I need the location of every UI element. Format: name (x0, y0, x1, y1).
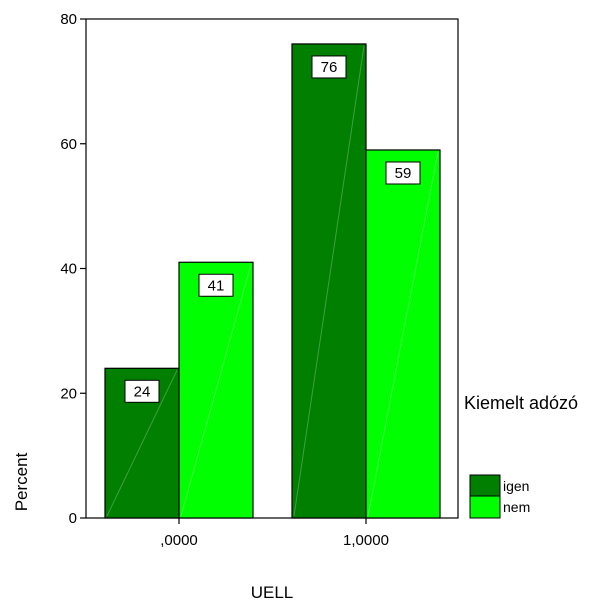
data-label-nem-1: 59 (395, 165, 412, 182)
legend: Kiemelt adózó igen nem (464, 393, 578, 519)
legend-title: Kiemelt adózó (464, 393, 578, 413)
bar-nem-1 (365, 149, 441, 519)
data-label-box-igen-1 (311, 55, 347, 79)
data-label-igen-0: 24 (134, 383, 151, 400)
y-axis: 0 20 40 60 80 (60, 11, 86, 527)
data-label-box-igen-0 (124, 379, 160, 403)
x-axis: ,0000 1,0000 (160, 518, 389, 549)
y-axis-title: Percent (12, 452, 31, 511)
x-tick-label: ,0000 (160, 532, 198, 549)
y-tick-label: 20 (60, 385, 77, 402)
data-label-nem-0: 41 (208, 277, 225, 294)
bar-shading-nem-0 (180, 264, 252, 517)
bars: 24 41 76 59 (104, 43, 441, 519)
y-tick-label: 40 (60, 261, 77, 278)
bar-nem-0 (178, 261, 254, 519)
y-tick-label: 60 (60, 136, 77, 153)
bar-igen-0 (104, 367, 180, 519)
data-label-igen-1: 76 (321, 59, 338, 76)
bar-shading-igen-0 (106, 370, 178, 517)
legend-label-nem: nem (503, 499, 530, 515)
y-tick-label: 0 (69, 510, 77, 527)
x-axis-title: UELL (251, 583, 294, 601)
legend-label-igen: igen (503, 478, 529, 494)
data-label-box-nem-1 (385, 161, 421, 185)
data-label-box-nem-0 (198, 273, 234, 297)
legend-swatch-nem (469, 495, 501, 519)
bar-igen-1 (291, 43, 367, 519)
legend-swatch-igen (469, 474, 501, 498)
bar-shading-igen-1 (293, 45, 365, 517)
y-tick-label: 80 (60, 11, 77, 28)
x-tick-label: 1,0000 (343, 532, 389, 549)
bar-shading-nem-1 (367, 151, 439, 517)
